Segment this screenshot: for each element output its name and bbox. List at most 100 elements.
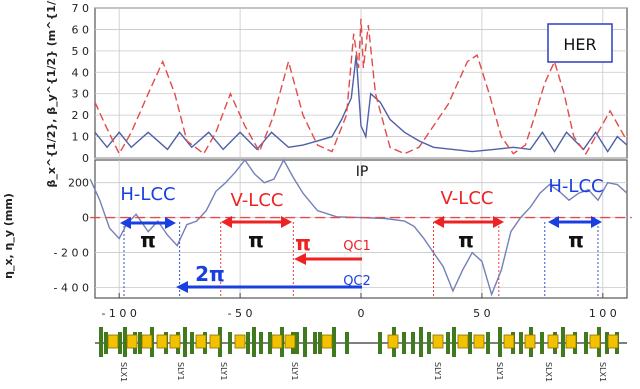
beta-y-tick-label: 0 (82, 152, 89, 165)
lattice-label: SLY1 (290, 362, 299, 380)
beta-y-tick-label: 5 0 (72, 45, 90, 58)
v-lcc-right-arrow (433, 216, 504, 228)
lattice-quad (452, 327, 456, 357)
beta-series-group (94, 18, 628, 156)
lattice-label: SLX1 (544, 362, 553, 382)
qc1-arrow (294, 253, 362, 265)
lattice-bend (565, 334, 577, 349)
lattice-quad (104, 332, 108, 354)
lattice-quad (498, 327, 502, 357)
eta-x-ticks: - 1 0 0 - 5 0 0 5 0 1 0 0 (101, 293, 617, 320)
lattice-quad (259, 332, 263, 354)
lattice-bend (607, 334, 619, 349)
lattice-label: SLY1 (219, 362, 228, 380)
pi-red-label: π (295, 231, 311, 255)
lattice-quad (540, 332, 544, 354)
beta-y-tick-label: 7 0 (72, 2, 90, 15)
lattice-quad (138, 332, 142, 354)
lattice-quad (99, 327, 103, 357)
ip-label: IP (356, 164, 369, 180)
lattice-quad (468, 332, 472, 354)
eta-y-axis-label: η_x, η_y (mm) (2, 193, 15, 279)
two-pi-label: 2π (195, 262, 225, 286)
lattice-quad (268, 332, 272, 354)
lattice-quad (332, 327, 336, 357)
qc2-label: QC2 (343, 274, 371, 289)
lattice-bend (547, 334, 559, 349)
lattice-bend (169, 334, 181, 349)
lattice-quad (252, 327, 256, 357)
lattice-bend (321, 334, 333, 349)
eta-x-tick-label: 1 0 0 (589, 307, 617, 320)
lattice-label: SLY1 (433, 362, 442, 380)
eta-x-tick-label: - 5 0 (228, 307, 253, 320)
eta-x-tick-label: 0 (358, 307, 365, 320)
lattice-quad (190, 332, 194, 354)
h-lcc-right-arrow (548, 216, 602, 228)
v-lcc-right-label: V-LCC (441, 188, 494, 209)
lattice-label: SLX1 (119, 362, 128, 382)
marker-vlines (123, 222, 599, 298)
lattice-elements (99, 327, 619, 357)
lattice-quad (118, 332, 122, 354)
v-lcc-left-label: V-LCC (231, 190, 284, 211)
eta-panel: 200 0 - 2 0 0 - 4 0 0 - 1 0 0 - 5 0 0 5 0 1 0 0… (2, 158, 632, 320)
lattice-quad (378, 332, 382, 354)
lattice-quad (411, 332, 415, 354)
lattice-quad (561, 327, 565, 357)
lattice-quad (303, 327, 307, 357)
eta-y-tick-label: 200 (68, 177, 89, 190)
lattice-labels: SLX1 SLY1 SLY1 SLY1 SLY1 SLY1 SLX1 SLX1 (119, 362, 607, 382)
beta-y-ticks: 0 1 0 2 0 3 0 4 0 5 0 6 0 7 0 (72, 2, 90, 165)
beta-y-tick-label: 3 0 (72, 88, 90, 101)
lattice-label: SLY1 (176, 362, 185, 380)
beta-y-axis-label: β_x^{1/2}, β_y^{1/2} (m^{1/2}) (45, 0, 58, 187)
beta-panel: 0 1 0 2 0 3 0 4 0 5 0 6 0 7 0 β_x^{1/2}, β_y^{1… (45, 0, 628, 187)
eta-y-tick-label: 0 (82, 212, 89, 225)
lattice-bend (156, 334, 168, 349)
lattice-quad (446, 332, 450, 354)
eta-series-group (89, 158, 632, 297)
lattice-quad (486, 332, 490, 354)
lattice-quad (345, 332, 349, 354)
pi-label-2: π (248, 228, 264, 252)
lattice-quad (295, 332, 299, 354)
lattice-quad (419, 327, 423, 357)
lattice-bend (126, 334, 138, 349)
eta-x-tick-label: - 1 0 0 (101, 307, 136, 320)
lattice-quad (605, 332, 609, 354)
lattice-quad (123, 327, 127, 357)
lattice-quad (584, 332, 588, 354)
her-label: HER (563, 35, 596, 54)
eta-x-tick-label: 5 0 (473, 307, 491, 320)
her-box: HER (547, 23, 613, 63)
eta-y-ticks: 200 0 - 2 0 0 - 4 0 0 (54, 177, 89, 295)
lattice-bend (141, 334, 153, 349)
beta-y-tick-label: 1 0 (72, 131, 90, 144)
lattice-bend (234, 334, 246, 349)
lattice-bend (271, 334, 283, 349)
lattice-quad (313, 332, 317, 354)
lattice-quad (246, 332, 250, 354)
lattice-bend (503, 334, 515, 349)
lattice-strip: SLX1 SLY1 SLY1 SLY1 SLY1 SLY1 SLX1 SLX1 (95, 327, 627, 382)
lattice-quad (228, 332, 232, 354)
lattice-bend (473, 334, 485, 349)
qc1-label: QC1 (343, 239, 371, 254)
lattice-bend (387, 334, 399, 349)
lattice-quad (427, 332, 431, 354)
beta-y-tick-label: 4 0 (72, 66, 90, 79)
lattice-bend (284, 334, 296, 349)
beta-y-tick-label: 2 0 (72, 109, 90, 122)
lattice-bend (589, 334, 601, 349)
pi-label-4: π (568, 228, 584, 252)
h-lcc-right-label: H-LCC (548, 176, 603, 197)
lattice-label: SLX1 (598, 362, 607, 382)
lattice-quad (183, 327, 187, 357)
v-lcc-left-arrow (221, 216, 292, 228)
h-lcc-left-arrow (120, 217, 176, 229)
lattice-bend (209, 334, 221, 349)
lattice-quad (402, 332, 406, 354)
eta-y-tick-label: - 2 0 0 (54, 247, 89, 260)
